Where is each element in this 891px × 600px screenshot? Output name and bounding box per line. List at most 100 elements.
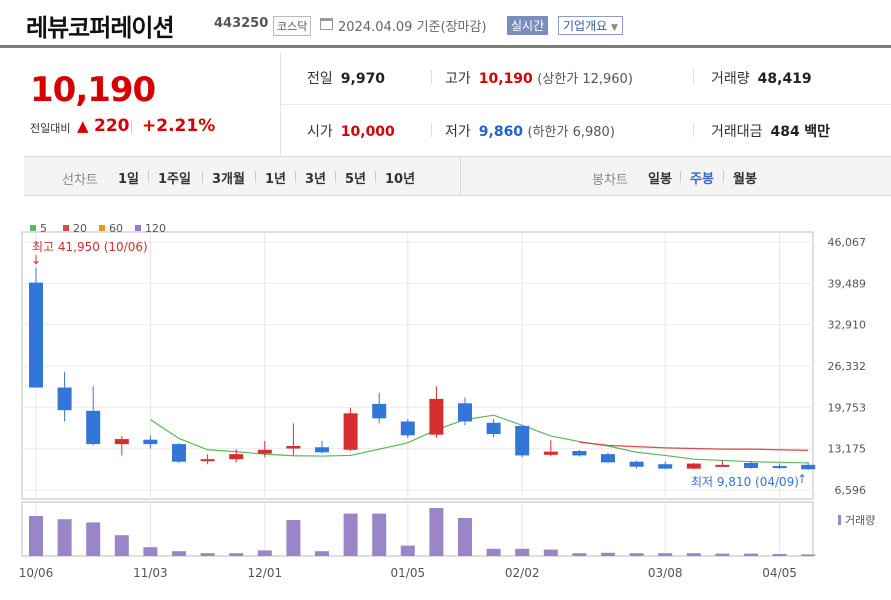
divider bbox=[460, 157, 461, 195]
divider bbox=[255, 171, 256, 183]
volume-legend-swatch bbox=[838, 515, 841, 525]
divider bbox=[131, 120, 132, 133]
tab-daily[interactable]: 일봉 bbox=[648, 172, 672, 187]
open-price: 시가 10,000 bbox=[307, 124, 395, 140]
candle-body bbox=[686, 463, 701, 469]
change-amount: 220 bbox=[94, 116, 130, 136]
info-row: 전일 9,970 고가 10,190 (상한가 12,960) 거래량 48,419 bbox=[281, 52, 891, 104]
divider bbox=[723, 171, 724, 183]
candle-body bbox=[772, 466, 787, 469]
low-price: 저가 9,860 (하한가 6,980) bbox=[445, 124, 615, 140]
tab-monthly[interactable]: 월봉 bbox=[733, 172, 757, 187]
divider bbox=[431, 123, 432, 137]
candle-body bbox=[801, 464, 816, 470]
volume-legend-label: 거래량 bbox=[845, 514, 875, 527]
volume-bar bbox=[601, 552, 615, 556]
y-tick-label: 39,489 bbox=[828, 277, 867, 290]
candle-body bbox=[372, 403, 387, 419]
legend-label: 20 bbox=[73, 222, 87, 235]
volume-bar bbox=[543, 549, 558, 556]
candle-chart-title: 봉차트 bbox=[592, 173, 628, 188]
candle-body bbox=[257, 449, 272, 454]
y-tick-label: 26,332 bbox=[828, 360, 867, 373]
candle-body bbox=[458, 403, 472, 422]
candle-body bbox=[744, 462, 758, 468]
x-tick-label: 04/05 bbox=[762, 566, 797, 580]
trade-value: 거래대금 484 백만 bbox=[711, 124, 830, 140]
candle-body bbox=[229, 454, 244, 460]
tab-1w[interactable]: 1주일 bbox=[158, 172, 191, 187]
volume-bar bbox=[343, 513, 358, 556]
volume-bar bbox=[744, 553, 758, 556]
legend-label: 120 bbox=[145, 222, 166, 235]
candle-body bbox=[114, 439, 129, 445]
volume-bar bbox=[686, 553, 701, 556]
candle-body bbox=[86, 410, 101, 445]
volume-bar bbox=[86, 522, 101, 556]
low-annotation: 최저 9,810 (04/09) bbox=[691, 475, 799, 489]
realtime-button[interactable]: 실시간 bbox=[507, 16, 549, 35]
volume-bar bbox=[257, 550, 272, 556]
volume-bar bbox=[229, 553, 244, 556]
volume-bar bbox=[200, 553, 215, 556]
tab-10y[interactable]: 10년 bbox=[385, 172, 416, 187]
company-overview-dropdown[interactable]: 기업개요 ▼ bbox=[558, 16, 623, 35]
volume-bar bbox=[114, 535, 129, 556]
x-tick-label: 02/02 bbox=[505, 566, 540, 580]
tab-3y[interactable]: 3년 bbox=[305, 172, 327, 187]
current-price-box: 10,190 전일대비 ▲ 220 +2.21% bbox=[24, 56, 280, 156]
candle-body bbox=[315, 447, 329, 453]
volume-bar bbox=[429, 508, 444, 556]
divider bbox=[680, 171, 681, 183]
chart-period-tabs: 선차트 1일 1주일 3개월 1년 3년 5년 10년 봉차트 일봉 주봉 월봉 bbox=[24, 156, 891, 196]
tab-3m[interactable]: 3개월 bbox=[212, 172, 245, 187]
ma5-line bbox=[150, 414, 809, 464]
volume: 거래량 48,419 bbox=[711, 71, 812, 87]
candle-body bbox=[429, 398, 444, 435]
current-price: 10,190 bbox=[30, 70, 156, 110]
divider bbox=[148, 171, 149, 183]
volume-bar bbox=[629, 553, 644, 556]
candle-body bbox=[400, 421, 415, 436]
tab-1d[interactable]: 1일 bbox=[118, 172, 140, 187]
candle-body bbox=[658, 464, 673, 469]
tab-5y[interactable]: 5년 bbox=[345, 172, 367, 187]
chevron-down-icon: ▼ bbox=[611, 23, 618, 33]
volume-bar bbox=[315, 551, 329, 556]
divider bbox=[375, 171, 376, 183]
candle-body bbox=[572, 451, 587, 456]
volume-bar bbox=[400, 545, 415, 556]
calendar-icon bbox=[320, 18, 333, 30]
volume-bar bbox=[372, 513, 387, 556]
candle-body bbox=[343, 413, 358, 450]
candle-body bbox=[200, 459, 215, 462]
y-tick-label: 19,753 bbox=[828, 401, 867, 414]
x-tick-label: 01/05 bbox=[391, 566, 426, 580]
stock-name: 레뷰코퍼레이션 bbox=[26, 14, 175, 42]
volume-bar bbox=[57, 519, 72, 556]
up-arrow-icon: ↑ bbox=[797, 472, 807, 486]
volume-bar bbox=[286, 520, 301, 556]
stock-chart[interactable]: 46,067 39,489 32,910 26,332 19,753 13,175 6,59… bbox=[0, 196, 891, 596]
divider bbox=[335, 171, 336, 183]
candle-body bbox=[172, 444, 186, 462]
divider bbox=[693, 123, 694, 137]
x-tick-label: 11/03 bbox=[133, 566, 168, 580]
divider bbox=[202, 171, 203, 183]
tab-1y[interactable]: 1년 bbox=[265, 172, 287, 187]
info-row: 시가 10,000 저가 9,860 (하한가 6,980) 거래대금 484 백만 bbox=[281, 104, 891, 156]
candlestick-chart-svg[interactable]: 46,067 39,489 32,910 26,332 19,753 13,175 6,59… bbox=[0, 196, 891, 596]
candle-body bbox=[601, 454, 615, 463]
legend-label: 5 bbox=[40, 222, 47, 235]
quote-date: 2024.04.09 기준(장마감) bbox=[338, 20, 487, 35]
change-label: 전일대비 bbox=[30, 122, 71, 135]
y-tick-label: 13,175 bbox=[828, 443, 867, 456]
y-tick-label: 46,067 bbox=[828, 236, 867, 249]
tab-weekly[interactable]: 주봉 bbox=[690, 172, 714, 187]
divider bbox=[295, 171, 296, 183]
volume-bar bbox=[515, 548, 530, 556]
volume-bar bbox=[772, 554, 787, 556]
candle-body bbox=[629, 461, 644, 467]
volume-bar bbox=[572, 553, 587, 556]
volume-bar bbox=[172, 551, 186, 556]
